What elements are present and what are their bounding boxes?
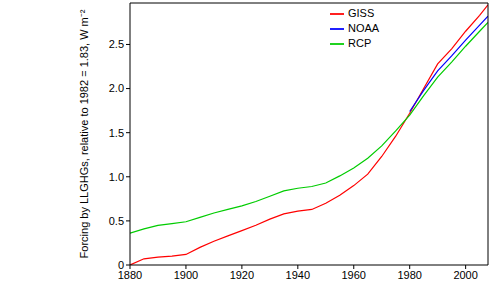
svg-text:2000: 2000 — [453, 269, 477, 281]
svg-text:0.5: 0.5 — [109, 215, 124, 227]
svg-text:1940: 1940 — [286, 269, 310, 281]
svg-text:1.5: 1.5 — [109, 127, 124, 139]
svg-text:Forcing by LLGHGs, relative to: Forcing by LLGHGs, relative to 1982 = 1.… — [78, 9, 90, 258]
svg-text:1880: 1880 — [117, 268, 143, 281]
svg-text:1.0: 1.0 — [109, 171, 124, 183]
svg-text:1980: 1980 — [397, 269, 421, 281]
svg-text:1900: 1900 — [174, 269, 198, 281]
html-text:NOAA: NOAA — [348, 22, 380, 35]
svg-text:1920: 1920 — [230, 269, 254, 281]
svg-text:2.0: 2.0 — [109, 82, 124, 94]
svg-text:1960: 1960 — [342, 269, 366, 281]
svg-text:2.5: 2.5 — [109, 38, 124, 50]
html-text:RCP: RCP — [348, 37, 372, 50]
svg-text:0: 0 — [118, 259, 124, 271]
html-text:GISS: GISS — [348, 7, 375, 19]
